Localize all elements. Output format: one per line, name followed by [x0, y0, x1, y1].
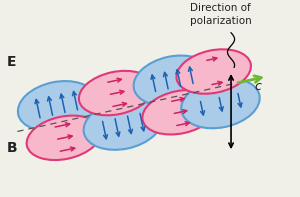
Ellipse shape — [176, 49, 251, 94]
Text: polarization: polarization — [190, 16, 251, 26]
Ellipse shape — [18, 81, 96, 131]
Ellipse shape — [134, 56, 212, 106]
Ellipse shape — [84, 100, 162, 150]
Text: Direction of: Direction of — [190, 3, 250, 13]
Ellipse shape — [142, 90, 217, 135]
Text: B: B — [7, 141, 18, 155]
Ellipse shape — [79, 71, 153, 115]
Ellipse shape — [181, 78, 260, 128]
Ellipse shape — [27, 116, 101, 160]
Text: E: E — [7, 55, 16, 69]
Text: c: c — [255, 80, 262, 93]
